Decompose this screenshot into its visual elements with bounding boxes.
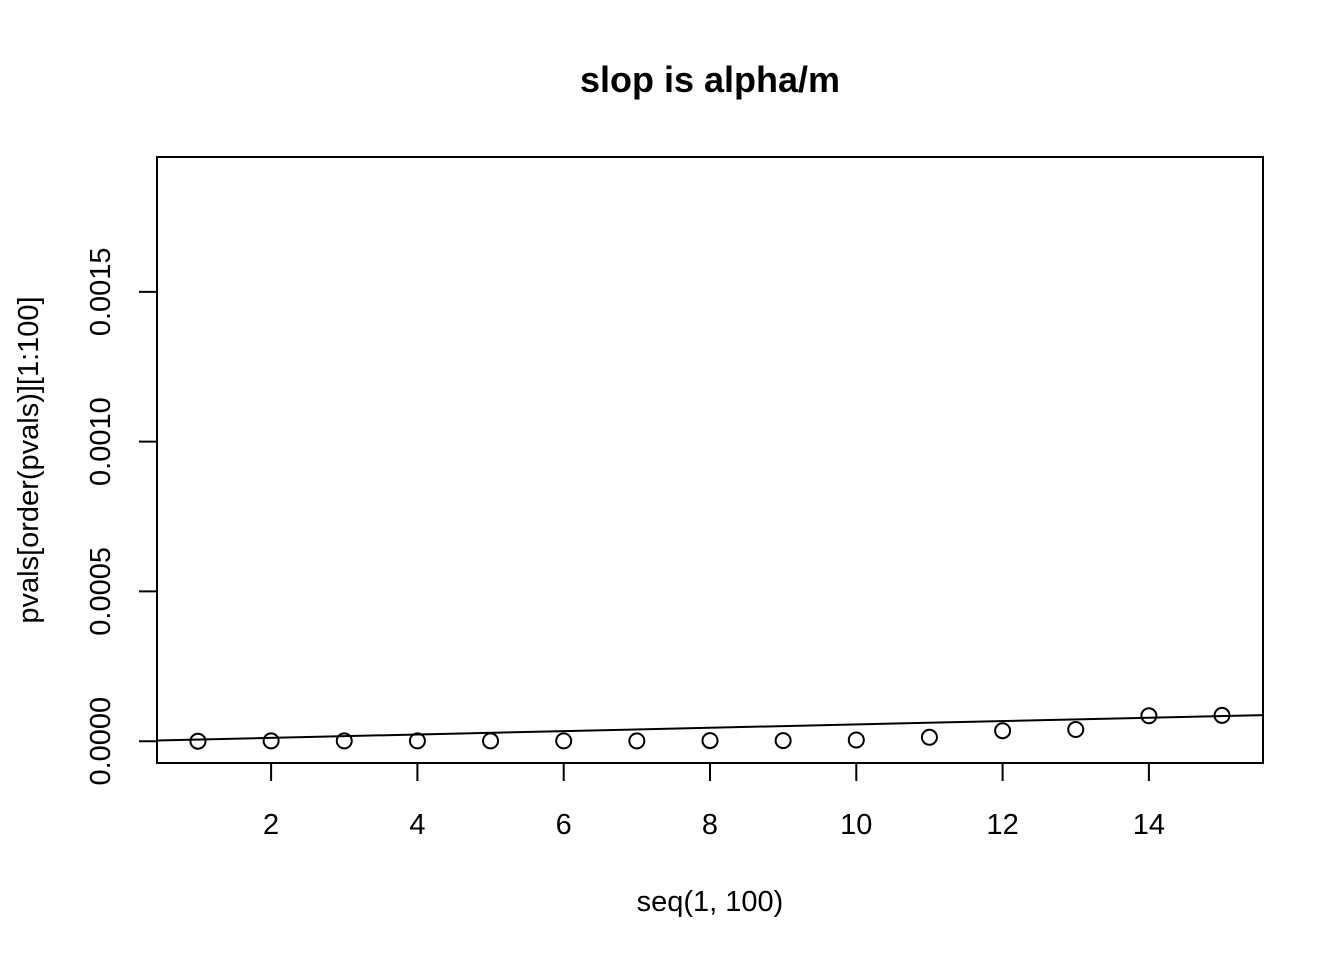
y-tick-label: 0.0005 [85,547,117,636]
data-point [920,728,938,746]
data-series [156,706,1264,750]
data-point [847,731,865,749]
x-tick-label: 4 [409,809,425,841]
chart-title: slop is alpha/m [580,59,840,100]
data-point [189,732,207,750]
data-point [482,732,500,750]
x-axis-label: seq(1, 100) [637,886,784,918]
data-point [1067,721,1085,739]
data-point [1140,707,1158,725]
y-axis-label: pvals[order(pvals)][1:100] [13,296,45,623]
x-tick-label: 12 [986,809,1018,841]
y-tick-label: 0.0000 [85,697,117,786]
x-tick-label: 2 [263,809,279,841]
x-tick-label: 14 [1133,809,1165,841]
data-point [628,732,646,750]
y-tick-label: 0.0015 [85,247,117,336]
reference-line [156,714,1264,742]
data-point [408,732,426,750]
data-point [335,732,353,750]
data-point [774,732,792,750]
x-tick-label: 10 [840,809,872,841]
data-point [262,732,280,750]
x-axis: 2 4 6 8 10 12 14 [263,762,1165,841]
data-point [1213,706,1231,724]
y-tick-label: 0.0010 [85,397,117,486]
plot-frame [156,156,1264,764]
data-point [994,722,1012,740]
y-axis: 0.0000 0.0005 0.0010 0.0015 [85,247,158,786]
data-point [701,732,719,750]
x-tick-label: 8 [702,809,718,841]
x-tick-label: 6 [556,809,572,841]
data-point [555,732,573,750]
